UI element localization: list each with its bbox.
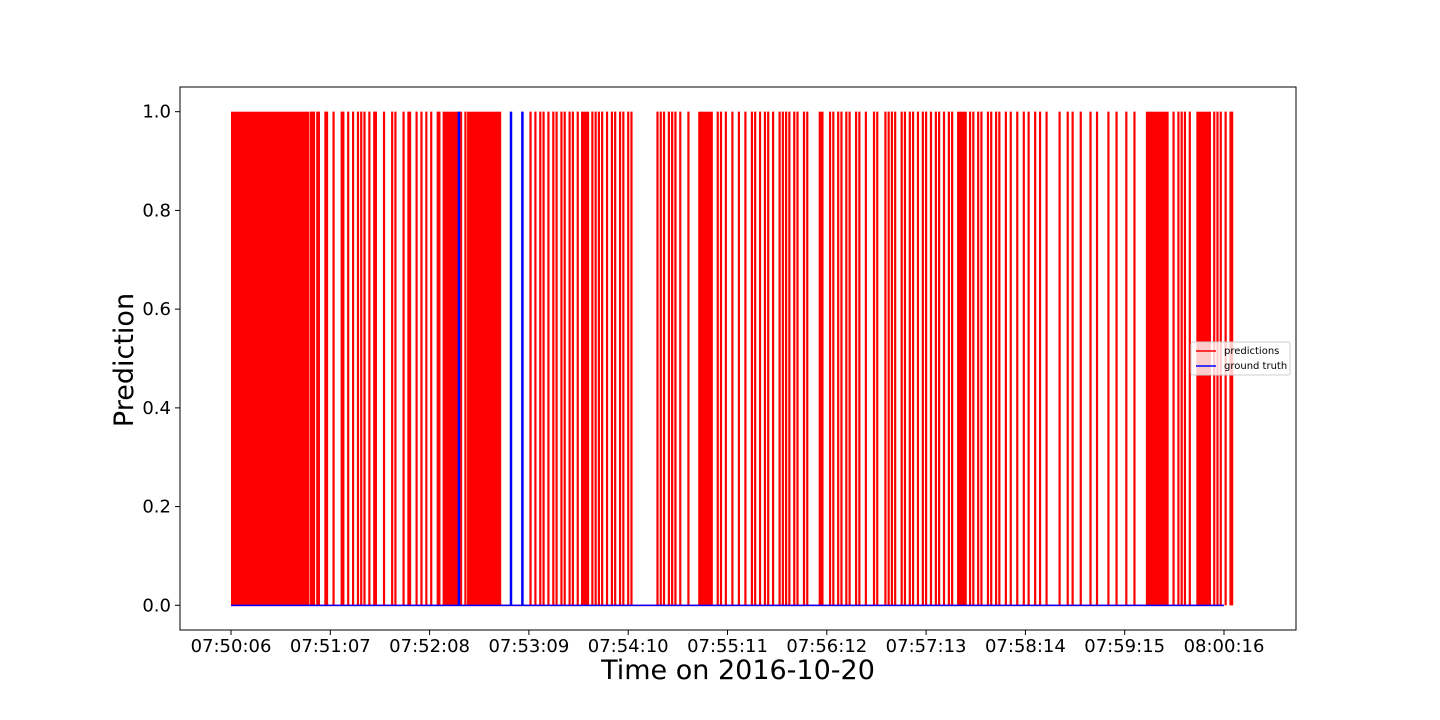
- x-tick-label: 07:52:08: [389, 636, 470, 657]
- legend-ground-truth-label: ground truth: [1224, 361, 1287, 372]
- x-axis-label: Time on 2016-10-20: [600, 655, 875, 686]
- prediction-dense-span: [818, 111, 824, 606]
- prediction-dense-span: [580, 111, 590, 606]
- y-tick-label: 1.0: [142, 102, 171, 123]
- y-tick-label: 0.0: [142, 595, 171, 616]
- x-tick-label: 07:59:15: [1084, 636, 1165, 657]
- y-axis: 0.0 0.2 0.4 0.6 0.8 1.0: [142, 102, 180, 616]
- x-tick-label: 08:00:16: [1184, 636, 1265, 657]
- ground-truth-series: [231, 111, 1224, 607]
- legend-predictions-label: predictions: [1224, 346, 1279, 357]
- x-tick-label: 07:55:11: [687, 636, 768, 657]
- y-tick-label: 0.4: [142, 398, 171, 419]
- prediction-dense-span: [1145, 111, 1169, 606]
- predictions-series: [231, 111, 1234, 607]
- y-axis-label: Prediction: [109, 293, 140, 427]
- x-axis: 07:50:06 07:51:07 07:52:08 07:53:09 07:54:10…: [191, 630, 1265, 657]
- prediction-dense-span: [698, 111, 713, 606]
- prediction-dense-span: [231, 111, 310, 606]
- x-tick-label: 07:51:07: [290, 636, 371, 657]
- prediction-dense-span: [467, 111, 502, 606]
- prediction-dense-span: [957, 111, 967, 606]
- x-tick-label: 07:54:10: [588, 636, 669, 657]
- plot-frame: [179, 86, 1297, 631]
- prediction-dense-span: [442, 111, 463, 606]
- legend: predictions ground truth: [1190, 341, 1291, 376]
- y-tick-label: 0.8: [142, 200, 171, 221]
- x-tick-label: 07:58:14: [985, 636, 1066, 657]
- y-tick-label: 0.6: [142, 299, 171, 320]
- x-tick-label: 07:57:13: [886, 636, 967, 657]
- y-tick-label: 0.2: [142, 497, 171, 518]
- x-tick-label: 07:56:12: [786, 636, 867, 657]
- x-tick-label: 07:50:06: [191, 636, 272, 657]
- x-tick-label: 07:53:09: [488, 636, 569, 657]
